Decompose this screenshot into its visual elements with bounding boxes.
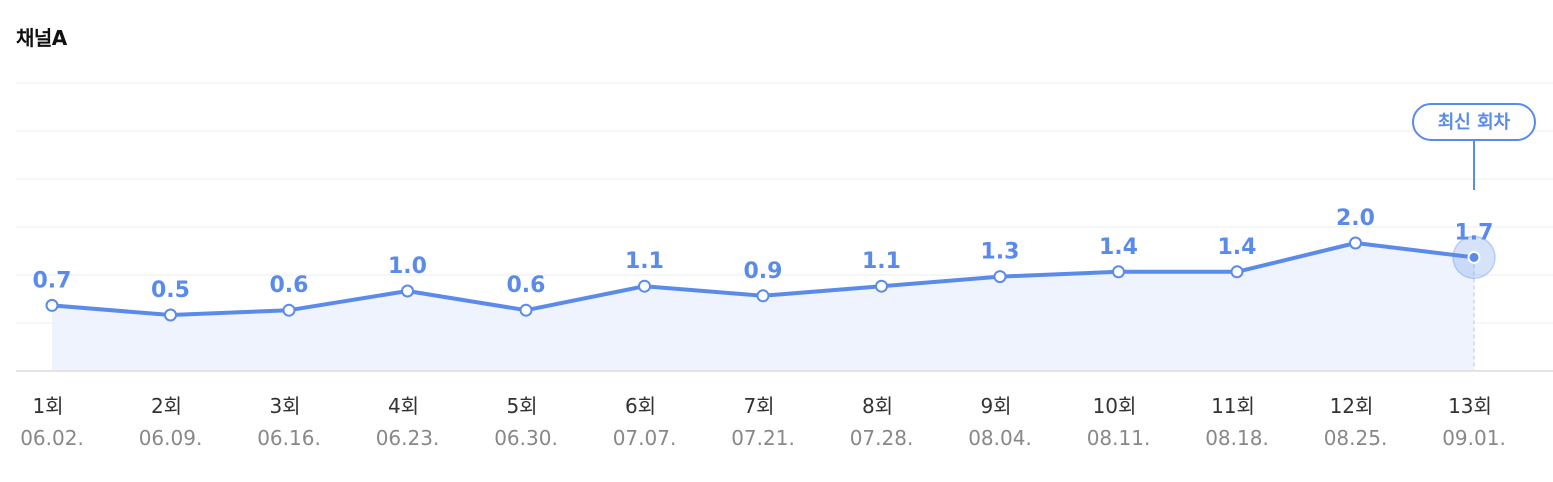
data-point (993, 270, 1007, 284)
data-label: 0.5 (151, 278, 190, 303)
latest-episode-badge-label: 최신 회차 (1438, 112, 1511, 133)
x-tick-label-episode: 3회 (269, 394, 300, 418)
x-tick-label-episode: 9회 (980, 394, 1011, 418)
x-tick-label-date: 06.02. (20, 426, 84, 450)
data-label: 1.4 (1099, 235, 1138, 260)
x-tick-label-episode: 7회 (743, 394, 774, 418)
data-label: 1.1 (625, 249, 664, 274)
x-tick-label-date: 07.07. (613, 426, 677, 450)
data-label: 1.0 (388, 254, 427, 279)
x-tick-label-date: 08.11. (1087, 426, 1151, 450)
x-tick-label-episode: 6회 (625, 394, 656, 418)
data-point (164, 308, 177, 322)
data-point (638, 279, 651, 293)
data-label: 1.3 (981, 240, 1020, 265)
x-tick-label-date: 08.18. (1205, 426, 1269, 450)
data-point (45, 298, 59, 312)
x-tick-label-date: 08.25. (1324, 426, 1388, 450)
x-tick-label-date: 07.21. (731, 426, 795, 450)
x-tick-label-episode: 8회 (862, 394, 893, 418)
data-point (756, 289, 770, 303)
x-tick-label-episode: 10회 (1093, 394, 1137, 418)
x-tick-label-date: 06.23. (376, 426, 440, 450)
data-point (1349, 236, 1362, 250)
data-point (1112, 265, 1125, 279)
data-point (1230, 265, 1244, 279)
x-tick-label-date: 07.28. (850, 426, 914, 450)
x-tick-label-date: 06.16. (257, 426, 321, 450)
x-tick-label-episode: 13회 (1448, 394, 1492, 418)
x-tick-label-episode: 2회 (151, 394, 182, 418)
data-label: 1.1 (862, 249, 901, 274)
x-tick-label-episode: 1회 (32, 394, 63, 418)
data-point (519, 303, 533, 317)
x-tick-label-date: 09.01. (1442, 426, 1506, 450)
chart-title: 채널A (16, 26, 67, 50)
x-tick-label-date: 06.30. (494, 426, 558, 450)
x-tick-label-date: 06.09. (139, 426, 203, 450)
data-point (282, 303, 296, 317)
x-tick-label-date: 08.04. (968, 426, 1032, 450)
data-label: 2.0 (1336, 206, 1375, 231)
x-tick-label-episode: 4회 (388, 394, 419, 418)
x-tick-label-episode: 5회 (506, 394, 537, 418)
data-label: 0.7 (33, 268, 72, 293)
latest-episode-badge (1412, 103, 1536, 141)
data-point-latest (1467, 250, 1481, 264)
data-point (401, 284, 414, 298)
data-label: 0.6 (507, 273, 546, 298)
data-label: 1.4 (1218, 235, 1257, 260)
data-point (875, 279, 888, 293)
x-tick-label-episode: 12회 (1330, 394, 1374, 418)
x-tick-label-episode: 11회 (1211, 394, 1255, 418)
data-label: 1.7 (1455, 220, 1494, 245)
data-label: 0.6 (270, 273, 309, 298)
data-label: 0.9 (744, 259, 783, 284)
